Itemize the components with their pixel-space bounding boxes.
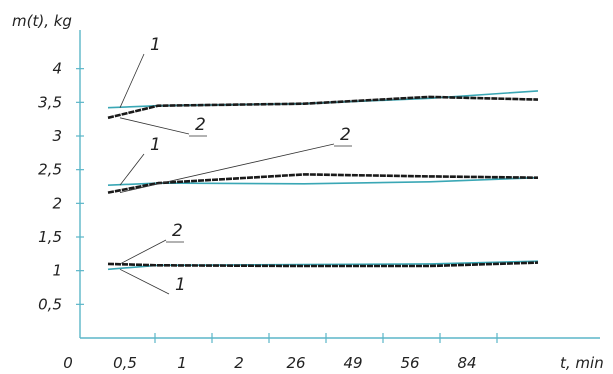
annotation-leader — [119, 153, 145, 186]
series-line-middle-2 — [107, 173, 539, 194]
origin-label: 0 — [63, 354, 73, 372]
annotation-leader — [119, 268, 170, 295]
x-tick-label: 2 — [234, 354, 244, 372]
annotation-leader — [119, 239, 167, 265]
annotation-leaders — [119, 53, 352, 295]
annotation-label: 2 — [195, 115, 206, 135]
series-line-upper-2 — [107, 95, 539, 120]
x-ticks — [154, 333, 498, 343]
x-tick-label: 49 — [343, 354, 362, 372]
y-tick-label: 2,5 — [38, 161, 62, 179]
y-tick-label: 3 — [52, 127, 62, 145]
x-tick-label: 26 — [286, 354, 305, 372]
x-tick-label: 56 — [400, 354, 419, 372]
series-line-lower-2 — [107, 261, 539, 268]
annotation-leader — [119, 143, 335, 193]
annotation-leader — [119, 117, 190, 135]
annotation-label: 1 — [150, 35, 161, 55]
y-tick-labels: 0,5 1 1,5 2 2,5 3 3,5 4 — [38, 60, 62, 314]
x-axis-title: t, min — [560, 354, 604, 372]
annotation-label: 1 — [175, 275, 186, 295]
series-lines — [107, 90, 539, 271]
series-line-middle-1 — [107, 176, 539, 186]
annotation-label: 1 — [150, 135, 161, 155]
y-tick-label: 0,5 — [38, 295, 62, 313]
y-tick-label: 3,5 — [38, 93, 62, 111]
axes — [76, 30, 600, 339]
annotation-leader — [119, 53, 145, 108]
y-tick-label: 1 — [52, 262, 62, 280]
y-tick-label: 2 — [52, 194, 62, 212]
x-tick-label: 1 — [177, 354, 187, 372]
annotations: 1 2 1 2 2 1 — [150, 35, 351, 295]
y-axis-title: m(t), kg — [12, 12, 72, 30]
y-tick-label: 1,5 — [38, 228, 62, 246]
x-tick-label: 0,5 — [113, 354, 137, 372]
annotation-label: 2 — [340, 125, 351, 145]
y-tick-label: 4 — [52, 60, 62, 78]
annotation-label: 2 — [172, 221, 183, 241]
series-line-lower-1 — [107, 260, 539, 271]
x-tick-labels: 0,5 1 2 26 49 56 84 — [113, 354, 476, 372]
x-tick-label: 84 — [457, 354, 476, 372]
